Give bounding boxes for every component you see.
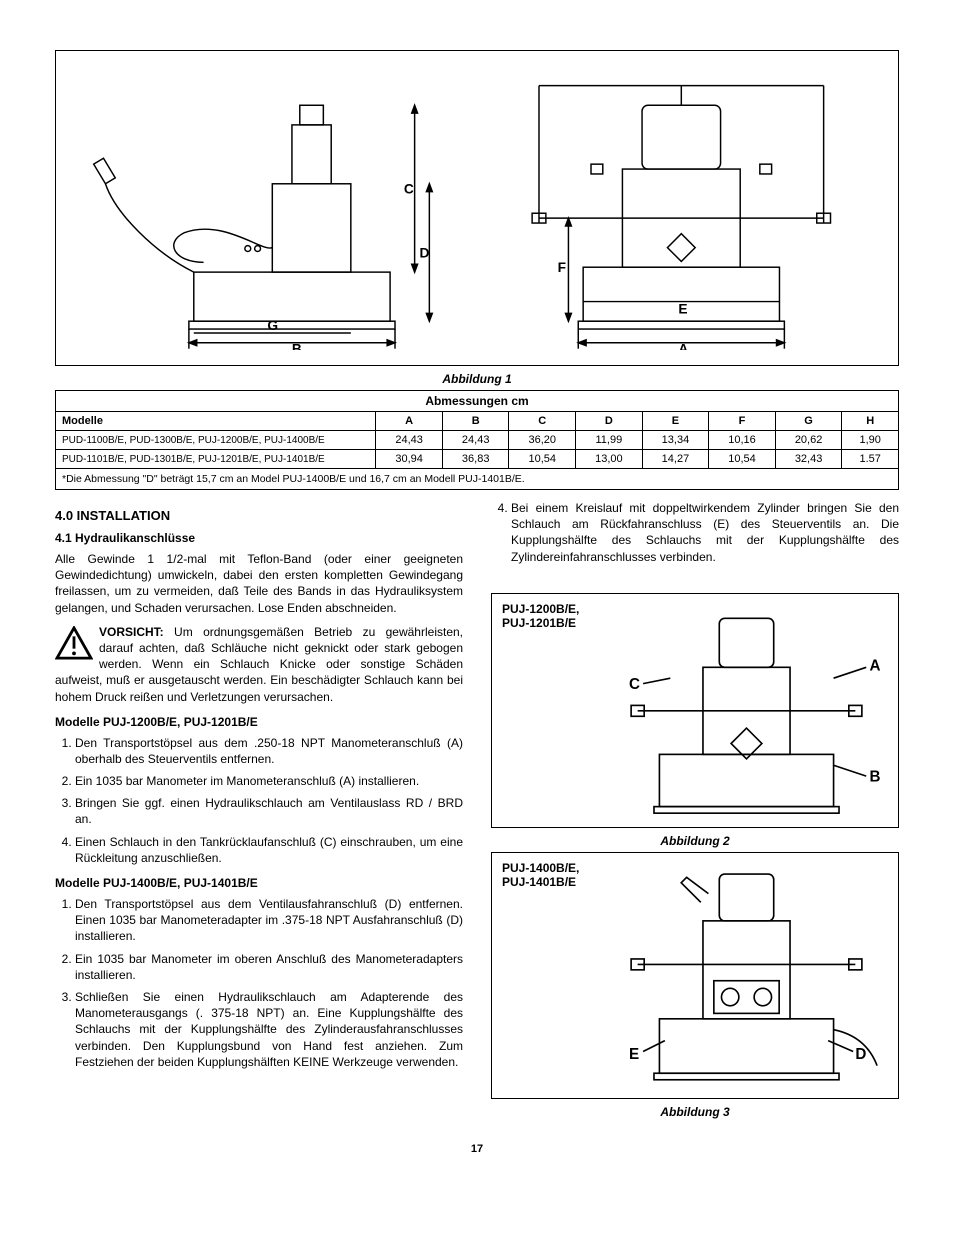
figure-3-caption: Abbildung 3 [491,1105,899,1119]
heading-models-1: Modelle PUJ-1200B/E, PUJ-1201B/E [55,715,463,729]
heading-models-2: Modelle PUJ-1400B/E, PUJ-1401B/E [55,876,463,890]
figure-2-label-2: PUJ-1201B/E [502,616,597,630]
svg-text:D: D [855,1047,866,1064]
pump-side-view: B G C D [76,66,469,351]
list-item: Bringen Sie ggf. einen Hydraulikschlauch… [75,795,463,827]
figure-2-label-1: PUJ-1200B/E, [502,602,597,616]
svg-text:E: E [679,301,688,316]
col-g: G [775,412,842,431]
svg-text:C: C [629,676,640,693]
intro-paragraph: Alle Gewinde 1 1/2-mal mit Teflon-Band (… [55,551,463,616]
cell: 11,99 [576,431,643,450]
svg-text:G: G [268,318,279,333]
cell: 32,43 [775,450,842,469]
cell: 24,43 [376,431,443,450]
list-item: Ein 1035 bar Manometer im Manometeransch… [75,773,463,789]
steps-m1: Den Transportstöpsel aus dem .250-18 NPT… [55,735,463,866]
col-d: D [576,412,643,431]
svg-text:F: F [558,260,566,275]
cell: PUD-1101B/E, PUD-1301B/E, PUJ-1201B/E, P… [56,450,376,469]
figure-2-diagram: A B C [605,602,888,820]
svg-text:E: E [629,1047,639,1064]
cell: 13,00 [576,450,643,469]
cell: 20,62 [775,431,842,450]
table-footnote: *Die Abmessung "D" beträgt 15,7 cm an Mo… [56,469,899,490]
list-item: Bei einem Kreislauf mit doppeltwirkendem… [511,500,899,565]
cell: 10,16 [709,431,776,450]
steps-continued: Bei einem Kreislauf mit doppeltwirkendem… [491,500,899,565]
table-row: PUD-1101B/E, PUD-1301B/E, PUJ-1201B/E, P… [56,450,899,469]
heading-installation: 4.0 INSTALLATION [55,508,463,523]
col-c: C [509,412,576,431]
svg-text:C: C [404,181,414,196]
svg-text:A: A [679,341,689,350]
cell: 10,54 [709,450,776,469]
figure-3-label-2: PUJ-1401B/E [502,875,597,889]
list-item: Einen Schlauch in den Tankrücklaufanschl… [75,834,463,866]
cell: 24,43 [442,431,509,450]
body-columns: 4.0 INSTALLATION 4.1 Hydraulikanschlüsse… [55,500,899,1123]
table-row: PUD-1100B/E, PUD-1300B/E, PUJ-1200B/E, P… [56,431,899,450]
figure-2-caption: Abbildung 2 [491,834,899,848]
heading-hydraulik: 4.1 Hydraulikanschlüsse [55,531,463,545]
table-header-row: Modelle A B C D E F G H [56,412,899,431]
list-item: Den Transportstöpsel aus dem Ventilausfa… [75,896,463,945]
figure-3-box: PUJ-1400B/E, PUJ-1401B/E [491,852,899,1099]
table-title: Abmessungen cm [56,391,899,412]
cell: 14,27 [642,450,709,469]
page-number: 17 [55,1143,899,1155]
cell: 1.57 [842,450,899,469]
cell: 13,34 [642,431,709,450]
pump-front-view: F E A [485,66,878,351]
cell: 10,54 [509,450,576,469]
warning-icon [55,626,93,660]
figure-2-box: PUJ-1200B/E, PUJ-1201B/E [491,593,899,829]
col-f: F [709,412,776,431]
figure-1-caption: Abbildung 1 [55,372,899,386]
dimensions-table: Abmessungen cm Modelle A B C D E F G H P… [55,390,899,490]
figure-3-label-1: PUJ-1400B/E, [502,861,597,875]
left-column: 4.0 INSTALLATION 4.1 Hydraulikanschlüsse… [55,500,463,1123]
col-b: B [442,412,509,431]
cell: 36,20 [509,431,576,450]
svg-text:D: D [420,245,430,260]
svg-text:A: A [869,657,880,674]
svg-text:B: B [292,341,302,350]
figure-1-diagram: B G C D [68,63,886,353]
cell: 1,90 [842,431,899,450]
col-modelle: Modelle [56,412,376,431]
figure-1-box: B G C D [55,50,899,366]
col-a: A [376,412,443,431]
warning-block: VORSICHT: Um ordnungsgemäßen Betrieb zu … [55,624,463,705]
warning-label: VORSICHT: [99,625,164,639]
col-e: E [642,412,709,431]
right-column: Bei einem Kreislauf mit doppeltwirkendem… [491,500,899,1123]
steps-m2: Den Transportstöpsel aus dem Ventilausfa… [55,896,463,1070]
list-item: Schließen Sie einen Hydraulikschlauch am… [75,989,463,1070]
cell: 30,94 [376,450,443,469]
col-h: H [842,412,899,431]
figure-3-diagram: E D [605,861,888,1090]
list-item: Den Transportstöpsel aus dem .250-18 NPT… [75,735,463,767]
svg-text:B: B [869,768,880,785]
cell: 36,83 [442,450,509,469]
cell: PUD-1100B/E, PUD-1300B/E, PUJ-1200B/E, P… [56,431,376,450]
list-item: Ein 1035 bar Manometer im oberen Anschlu… [75,951,463,983]
